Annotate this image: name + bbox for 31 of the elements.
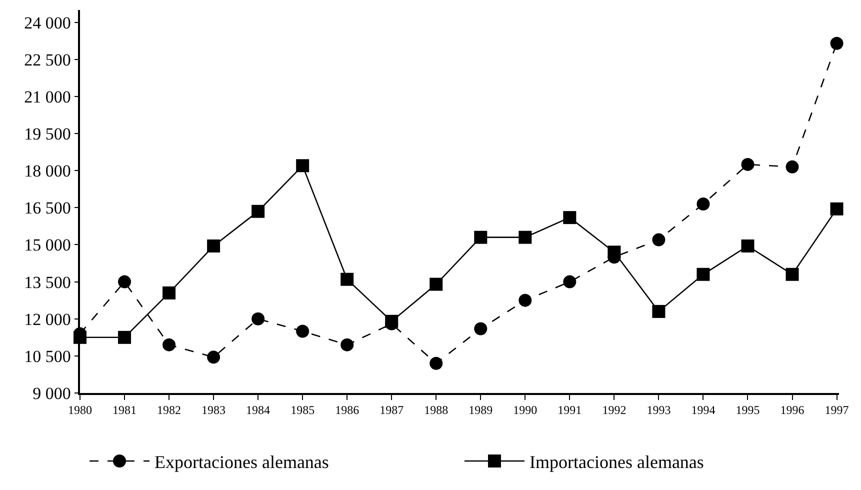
- x-tick-label: 1995: [736, 403, 760, 418]
- x-tick-label: 1980: [68, 403, 92, 418]
- x-tick-label: 1985: [290, 403, 315, 418]
- x-tick-label: 1993: [646, 403, 671, 418]
- x-tick-label: 1981: [112, 403, 137, 418]
- x-tick-label: 1989: [468, 403, 493, 418]
- y-tick-label: 15 000: [24, 236, 71, 255]
- legend-label: Exportaciones alemanas: [154, 452, 329, 472]
- x-tick-label: 1984: [246, 403, 270, 418]
- y-tick-label: 9 000: [32, 384, 71, 403]
- x-tick-label: 1996: [780, 403, 804, 418]
- x-tick-label: 1997: [824, 403, 849, 418]
- x-tick-label: 1991: [558, 403, 582, 418]
- y-tick-label: 24 000: [24, 13, 71, 32]
- y-tick-label: 19 500: [24, 124, 71, 144]
- x-tick-label: 1986: [335, 403, 360, 418]
- x-tick-label: 1990: [513, 403, 538, 418]
- y-tick-label: 13 500: [24, 272, 71, 292]
- y-tick-label: 21 000: [24, 87, 71, 106]
- x-tick-label: 1994: [691, 403, 716, 418]
- x-tick-label: 1983: [202, 403, 226, 418]
- legend-label: Importaciones alemanas: [530, 452, 704, 472]
- y-tick-label: 12 000: [24, 310, 71, 329]
- y-tick-label: 18 000: [24, 162, 71, 181]
- x-tick-label: 1982: [157, 403, 182, 418]
- x-tick-label: 1987: [380, 403, 404, 418]
- y-tick-label: 22 500: [24, 50, 71, 70]
- x-tick-label: 1992: [602, 403, 626, 418]
- y-tick-label: 16 500: [24, 198, 71, 218]
- y-tick-label: 10 500: [24, 346, 71, 366]
- x-tick-label: 1988: [424, 403, 448, 418]
